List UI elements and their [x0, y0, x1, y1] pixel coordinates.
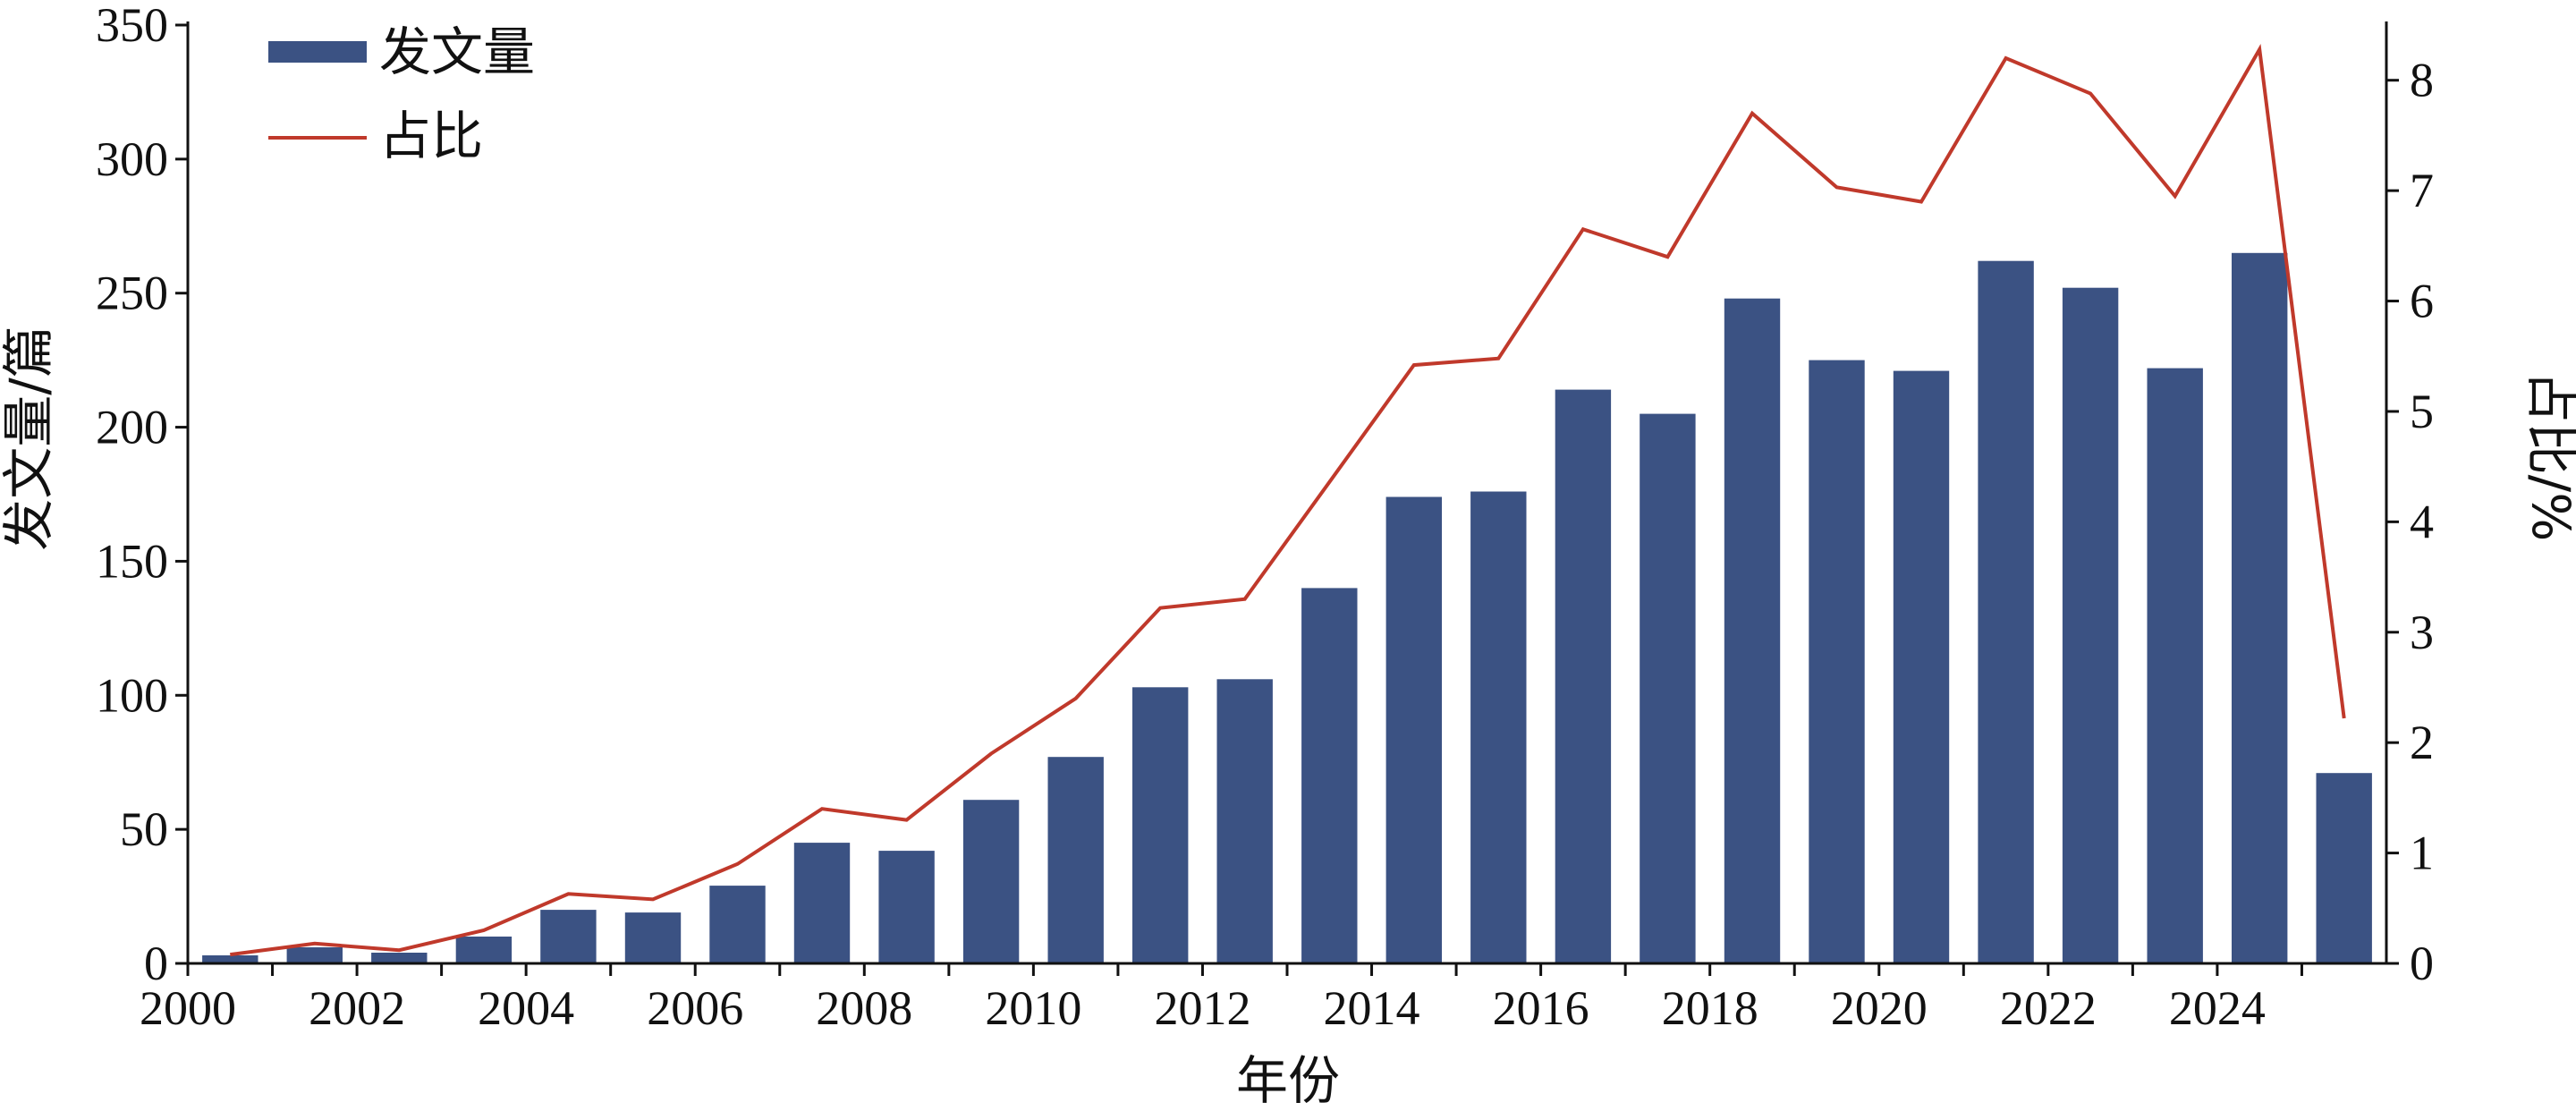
- x-tick-label-2006: 2006: [647, 981, 743, 1035]
- bars-layer: [202, 252, 2372, 964]
- y2-axis-title: 占比/%: [2521, 371, 2576, 542]
- bar-2014: [1385, 496, 1442, 963]
- bar-2007: [793, 843, 851, 963]
- bar-2011: [1132, 687, 1189, 963]
- bar-2023: [2147, 368, 2203, 964]
- y2-tick-label-4: 4: [2410, 495, 2434, 548]
- x-tick-label-2010: 2010: [985, 981, 1081, 1035]
- bar-2008: [878, 851, 935, 963]
- bar-2010: [1047, 757, 1104, 963]
- bar-2024: [2232, 252, 2288, 963]
- bar-2025: [2316, 773, 2372, 963]
- bar-2019: [1809, 360, 1865, 964]
- bar-2005: [624, 912, 682, 963]
- x-tick-label-2004: 2004: [478, 981, 574, 1035]
- legend: 发文量 占比: [268, 21, 535, 166]
- y2-tick-label-5: 5: [2410, 385, 2434, 438]
- x-tick-label-2008: 2008: [816, 981, 912, 1035]
- x-tick-label-2020: 2020: [1831, 981, 1928, 1035]
- axes-layer: 0 50 100 150 200 250 300 350 0 1 2 3 4 5 6 7 8 2000 2002 20…: [96, 0, 2434, 1035]
- y2-tick-label-2: 2: [2410, 716, 2434, 769]
- y-tick-label-50: 50: [120, 802, 168, 856]
- bar-2020: [1893, 370, 1950, 964]
- bar-2000: [202, 955, 258, 963]
- x-tick-label-2016: 2016: [1493, 981, 1589, 1035]
- bar-2016: [1555, 389, 1612, 964]
- bar-2004: [540, 910, 597, 963]
- bar-2018: [1724, 298, 1781, 963]
- y2-tick-label-7: 7: [2410, 164, 2434, 217]
- y-tick-label-100: 100: [96, 668, 168, 722]
- legend-label-line: 占比: [379, 106, 483, 166]
- bar-2001: [286, 947, 343, 963]
- bar-2003: [455, 937, 513, 963]
- y2-tick-label-6: 6: [2410, 275, 2434, 328]
- bar-2006: [709, 886, 766, 963]
- y2-tick-label-8: 8: [2410, 54, 2434, 107]
- y-tick-label-0: 0: [144, 937, 168, 990]
- bar-2002: [371, 953, 428, 963]
- legend-swatch-bars: [268, 41, 367, 63]
- y2-tick-label-3: 3: [2410, 606, 2434, 659]
- x-tick-label-2024: 2024: [2169, 981, 2266, 1035]
- y2-tick-label-0: 0: [2410, 937, 2434, 990]
- y-axis-title: 发文量/篇: [0, 326, 59, 551]
- bar-2021: [1978, 260, 2034, 963]
- bar-2015: [1470, 491, 1527, 963]
- x-tick-label-2002: 2002: [309, 981, 405, 1035]
- legend-label-bars: 发文量: [379, 21, 535, 82]
- y-tick-label-150: 150: [96, 534, 168, 588]
- y-tick-label-300: 300: [96, 132, 168, 186]
- y2-tick-label-1: 1: [2410, 827, 2434, 880]
- x-tick-label-2014: 2014: [1324, 981, 1420, 1035]
- bar-2009: [962, 800, 1020, 963]
- bar-2013: [1301, 588, 1358, 963]
- bar-2022: [2062, 287, 2119, 963]
- bar-2012: [1216, 679, 1273, 963]
- x-axis-title: 年份: [1236, 1050, 1340, 1111]
- bar-2017: [1640, 413, 1696, 964]
- y-tick-label-200: 200: [96, 401, 168, 454]
- x-tick-label-2018: 2018: [1662, 981, 1758, 1035]
- line-layer: [230, 44, 2346, 957]
- series-line-share: [230, 44, 2346, 957]
- y-tick-label-250: 250: [96, 267, 168, 320]
- x-tick-label-2012: 2012: [1154, 981, 1250, 1035]
- y-tick-label-350: 350: [96, 0, 168, 52]
- x-tick-label-2000: 2000: [140, 981, 236, 1035]
- x-tick-label-2022: 2022: [2000, 981, 2097, 1035]
